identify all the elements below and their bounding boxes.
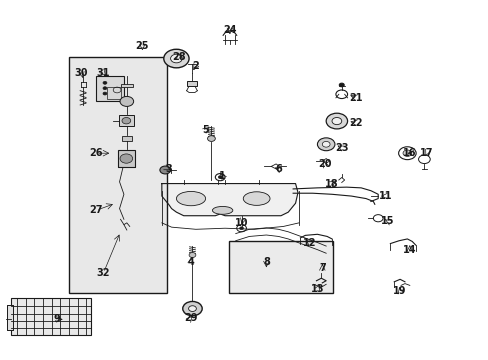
Circle shape <box>239 227 243 230</box>
Circle shape <box>325 113 347 129</box>
Text: 17: 17 <box>419 148 433 158</box>
Text: 2: 2 <box>192 61 199 71</box>
Text: 6: 6 <box>275 164 282 174</box>
Text: 7: 7 <box>318 262 325 273</box>
Text: 23: 23 <box>334 143 348 153</box>
Ellipse shape <box>243 192 269 205</box>
Bar <box>119 115 133 126</box>
Circle shape <box>218 176 222 179</box>
Ellipse shape <box>212 206 232 214</box>
Text: 15: 15 <box>381 216 394 226</box>
Text: 29: 29 <box>184 312 197 323</box>
Text: 13: 13 <box>310 284 324 294</box>
Bar <box>228 241 333 293</box>
Bar <box>121 84 132 87</box>
Text: 3: 3 <box>165 164 172 174</box>
Bar <box>69 57 166 293</box>
Text: 26: 26 <box>89 148 103 158</box>
Circle shape <box>163 49 189 68</box>
Circle shape <box>103 92 107 95</box>
Circle shape <box>339 83 344 87</box>
Circle shape <box>103 87 107 90</box>
Text: 8: 8 <box>263 257 269 267</box>
Bar <box>118 150 135 167</box>
Text: 30: 30 <box>75 68 88 78</box>
Circle shape <box>207 136 215 141</box>
Circle shape <box>331 117 341 125</box>
Circle shape <box>183 301 202 316</box>
Circle shape <box>322 141 329 147</box>
Circle shape <box>189 252 196 257</box>
Text: 31: 31 <box>97 68 110 78</box>
Text: 32: 32 <box>97 268 110 278</box>
Text: 5: 5 <box>202 125 208 135</box>
Text: 18: 18 <box>325 179 338 189</box>
Bar <box>96 76 124 102</box>
Text: 25: 25 <box>135 41 149 51</box>
Text: 27: 27 <box>89 205 103 215</box>
Text: 12: 12 <box>303 238 316 248</box>
Text: 1: 1 <box>219 171 225 181</box>
Circle shape <box>402 150 411 157</box>
Circle shape <box>188 306 196 311</box>
Text: 19: 19 <box>392 286 406 296</box>
Bar <box>7 305 13 330</box>
Bar <box>122 136 131 141</box>
Circle shape <box>120 96 133 107</box>
Bar <box>186 81 197 86</box>
Text: 28: 28 <box>172 52 185 62</box>
Bar <box>107 87 121 99</box>
Text: 4: 4 <box>187 257 194 267</box>
Circle shape <box>103 81 107 84</box>
Polygon shape <box>162 184 297 216</box>
Text: 10: 10 <box>235 218 248 228</box>
Circle shape <box>120 154 132 163</box>
Text: 24: 24 <box>223 25 236 35</box>
Text: 22: 22 <box>349 118 362 128</box>
Text: 11: 11 <box>378 191 391 201</box>
Circle shape <box>317 138 334 151</box>
Text: 14: 14 <box>402 245 416 255</box>
Ellipse shape <box>176 192 205 206</box>
Circle shape <box>160 166 170 174</box>
Text: 9: 9 <box>54 314 61 324</box>
Text: 16: 16 <box>402 148 416 158</box>
Text: 21: 21 <box>349 93 362 103</box>
Circle shape <box>122 117 130 124</box>
Text: 20: 20 <box>317 159 331 169</box>
Bar <box>11 298 91 336</box>
Circle shape <box>170 54 182 63</box>
Bar <box>7 305 13 330</box>
